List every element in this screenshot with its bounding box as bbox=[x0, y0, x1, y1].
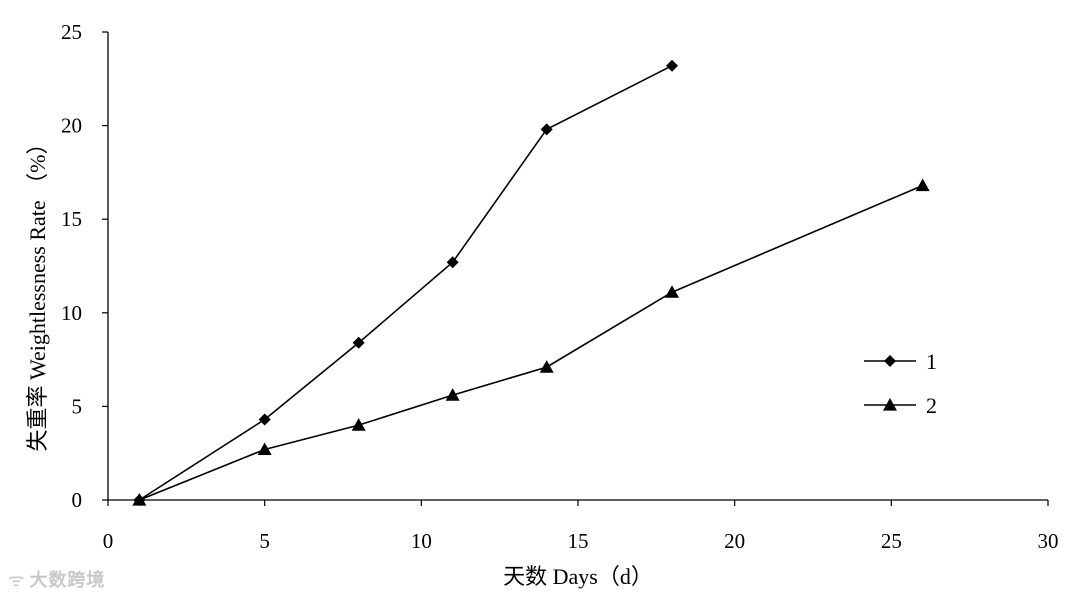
series-1-point bbox=[352, 336, 365, 349]
series-2-point bbox=[132, 493, 147, 506]
series-1-point bbox=[666, 59, 678, 72]
legend-marker bbox=[883, 398, 897, 411]
series-layer bbox=[132, 59, 930, 506]
wechat-channel-icon: ᯤ bbox=[8, 570, 26, 591]
x-tick-label: 30 bbox=[1038, 529, 1059, 553]
x-tick-label: 5 bbox=[259, 529, 270, 553]
y-tick-label: 25 bbox=[61, 20, 82, 44]
x-axis-title: 天数 Days（d） bbox=[503, 564, 653, 589]
legend-label: 2 bbox=[926, 393, 937, 418]
series-2 bbox=[132, 178, 930, 506]
y-tick-label: 5 bbox=[72, 394, 83, 418]
watermark: ᯤ 大数跨境 bbox=[8, 566, 105, 592]
legend: 12 bbox=[864, 349, 937, 418]
series-1-point bbox=[540, 123, 553, 136]
series-2-point bbox=[445, 388, 460, 401]
x-tick-label: 15 bbox=[568, 529, 589, 553]
y-tick-label: 0 bbox=[72, 488, 83, 512]
series-2-line bbox=[139, 184, 923, 501]
legend-marker bbox=[884, 355, 896, 367]
watermark-text: 大数跨境 bbox=[29, 570, 106, 591]
series-1 bbox=[133, 59, 678, 506]
x-tick-label: 20 bbox=[724, 529, 745, 553]
legend-item-2: 2 bbox=[864, 393, 937, 418]
series-2-point bbox=[257, 442, 272, 456]
y-tick-label: 10 bbox=[61, 301, 82, 325]
series-2-point bbox=[539, 360, 554, 373]
x-tick-label: 25 bbox=[881, 529, 902, 553]
series-1-point bbox=[446, 256, 459, 269]
y-tick-label: 15 bbox=[61, 207, 82, 231]
series-2-point bbox=[915, 178, 930, 192]
x-tick-label: 0 bbox=[103, 529, 114, 553]
y-tick-label: 20 bbox=[61, 114, 82, 138]
legend-item-1: 1 bbox=[864, 349, 937, 374]
series-2-point bbox=[665, 285, 679, 298]
x-tick-label: 10 bbox=[411, 529, 432, 553]
series-1-point bbox=[258, 413, 271, 426]
legend-label: 1 bbox=[926, 349, 937, 374]
series-2-point bbox=[351, 418, 366, 431]
series-1-line bbox=[138, 64, 673, 501]
y-axis-title: 失重率 Weightlessness Rate （%） bbox=[25, 132, 50, 451]
axes: 0 5 10 15 20 25 0 5 10 15 20 25 30 bbox=[61, 20, 1059, 553]
